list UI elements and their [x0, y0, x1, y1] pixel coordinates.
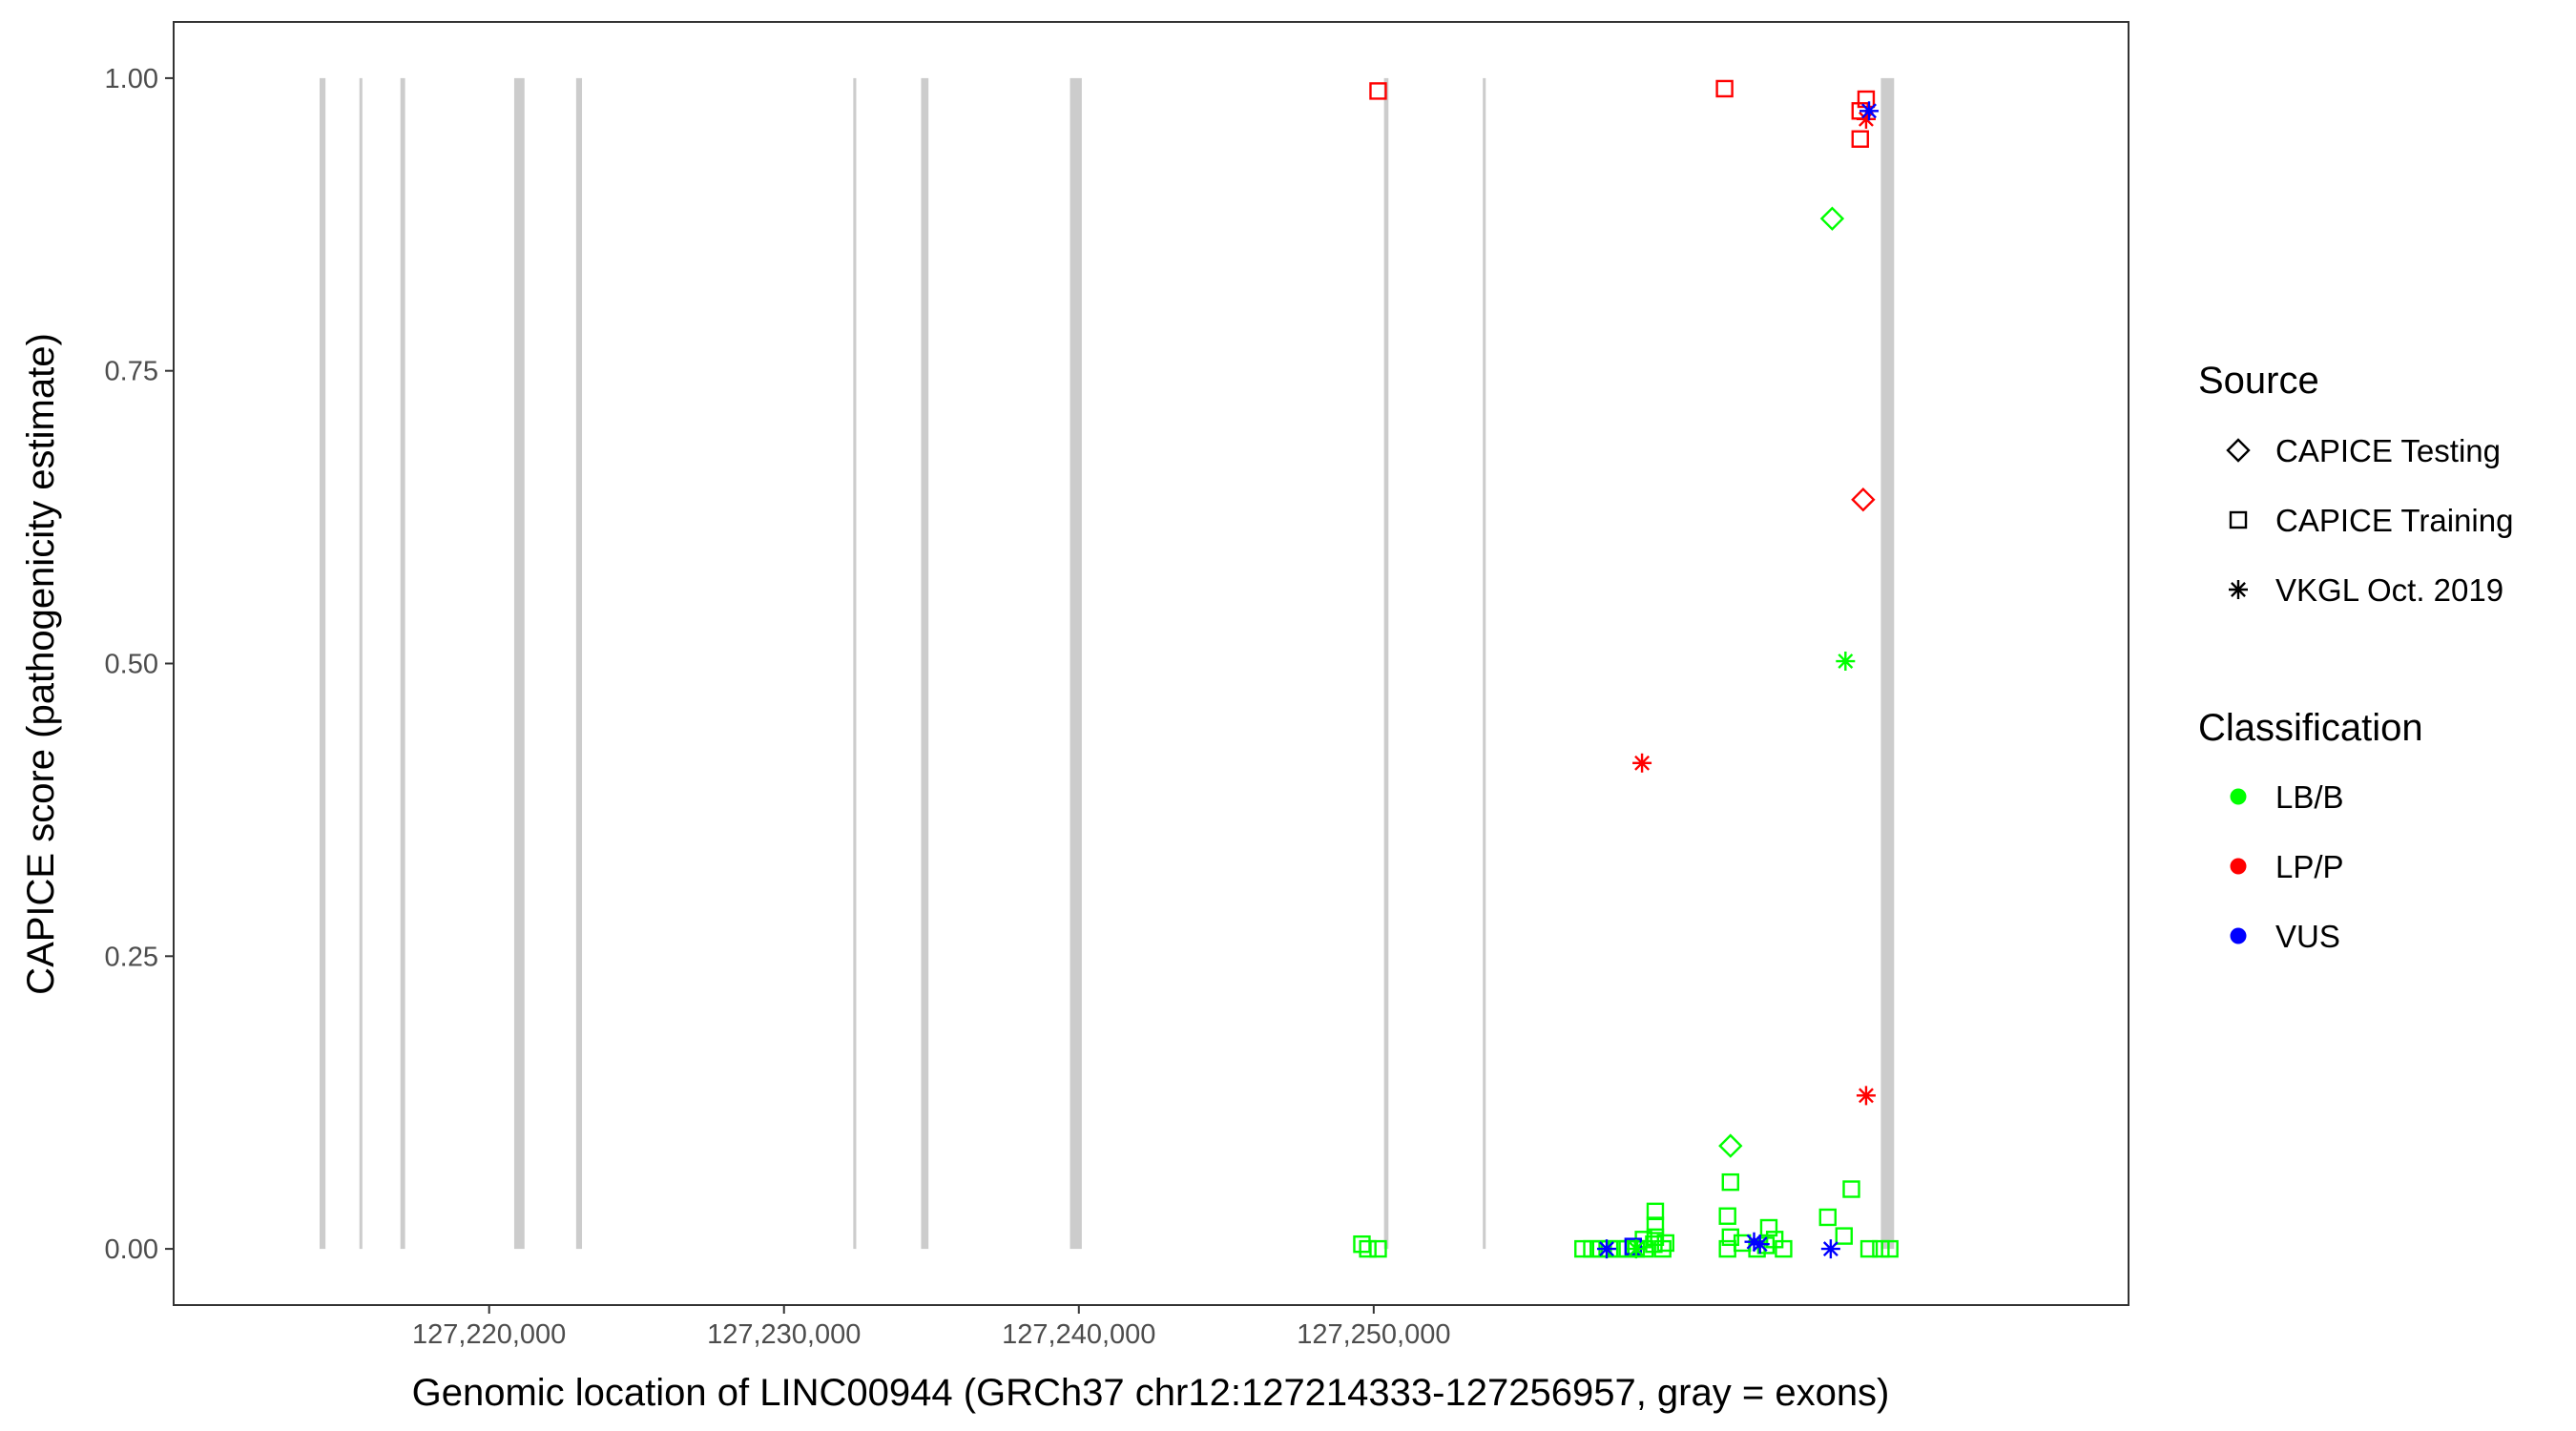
legend-title-classification: Classification: [2198, 707, 2423, 749]
y-axis-title: CAPICE score (pathogenicity estimate): [20, 333, 62, 995]
x-tick-label: 127,240,000: [1002, 1319, 1155, 1350]
exon-band: [359, 77, 363, 1250]
data-point-square: [1624, 1237, 1642, 1255]
legend-class-label: LP/P: [2275, 849, 2344, 884]
legend-source-label: CAPICE Training: [2275, 503, 2513, 538]
exon-band: [921, 77, 929, 1250]
legend-key-dot: [2230, 858, 2247, 875]
data-point-square: [1818, 1208, 1837, 1227]
data-point-diamond: [1819, 206, 1845, 231]
y-tick-label: 1.00: [105, 64, 158, 94]
legend-key-square: [2229, 510, 2248, 529]
y-tick-label: 0.50: [105, 650, 158, 680]
exon-band: [1070, 77, 1082, 1250]
data-point-square: [1574, 1239, 1592, 1258]
legend-source-label: CAPICE Testing: [2275, 433, 2501, 468]
axes: 0.00 0.25 0.50 0.75 1.00 127,220,000 127,230,0…: [105, 64, 1451, 1350]
legend-title-source: Source: [2198, 360, 2319, 402]
data-point-asterisk: [1859, 101, 1880, 121]
data-point-square: [1656, 1234, 1674, 1253]
data-point-square: [1369, 82, 1387, 100]
exon-band: [1383, 77, 1389, 1250]
data-point-square: [1759, 1218, 1778, 1237]
x-tick-label: 127,230,000: [707, 1319, 861, 1350]
exon-band: [575, 77, 583, 1250]
data-point-diamond: [1851, 487, 1876, 512]
legend-source-label: VKGL Oct. 2019: [2275, 572, 2503, 608]
data-point-asterisk: [1820, 1239, 1840, 1259]
data-point-asterisk: [1836, 652, 1856, 672]
legend-key-dot: [2230, 788, 2247, 805]
data-point-square: [1842, 1180, 1860, 1198]
y-tick-label: 0.25: [105, 942, 158, 972]
data-point-square: [1851, 130, 1869, 148]
data-point-square: [1646, 1202, 1665, 1221]
exon-band: [1483, 77, 1486, 1250]
data-point-square: [1721, 1172, 1739, 1192]
data-point-asterisk: [1744, 1232, 1764, 1252]
legend-class-label: LB/B: [2275, 779, 2344, 815]
data-point-asterisk: [1626, 1239, 1646, 1259]
x-tick-label: 127,250,000: [1297, 1319, 1450, 1350]
legend-source-items: CAPICE Testing CAPICE Training VKGL Oct. 2…: [2226, 433, 2513, 608]
data-point-square: [1718, 1207, 1736, 1225]
legend-class-label: VUS: [2275, 919, 2340, 954]
legend-key-dot: [2230, 927, 2247, 944]
data-point-square: [1765, 1231, 1784, 1249]
legend-key-asterisk: [2229, 580, 2248, 599]
legend-classification-items: LB/B LP/P VUS: [2230, 779, 2344, 954]
data-point-square: [1775, 1239, 1793, 1258]
legend-key-diamond: [2226, 438, 2251, 463]
data-point-square: [1646, 1216, 1665, 1234]
x-axis-title: Genomic location of LINC00944 (GRCh37 ch…: [412, 1372, 1890, 1414]
y-tick-label: 0.75: [105, 357, 158, 387]
data-point-square: [1715, 79, 1734, 98]
data-point-square: [1359, 1239, 1377, 1258]
exon-bands: [319, 77, 1895, 1250]
data-point-asterisk: [1856, 109, 1876, 129]
x-tick-label: 127,220,000: [412, 1319, 566, 1350]
data-point-square: [1721, 1228, 1739, 1247]
data-point-asterisk: [1596, 1239, 1616, 1259]
data-point-square: [1835, 1227, 1853, 1245]
exon-band: [319, 77, 326, 1250]
data-point-asterisk: [1632, 753, 1652, 773]
y-tick-label: 0.00: [105, 1234, 158, 1265]
data-point-square: [1369, 1239, 1387, 1258]
data-point-asterisk: [1750, 1234, 1770, 1255]
data-point-square: [1880, 1239, 1899, 1258]
exon-band: [513, 77, 525, 1250]
data-point-square: [1646, 1228, 1665, 1247]
exon-band: [1880, 77, 1895, 1250]
exon-band: [400, 77, 405, 1250]
legend: Source CAPICE Testing CAPICE Training VKGL…: [2198, 360, 2513, 954]
data-points: [1353, 79, 1899, 1259]
data-point-asterisk: [1856, 1086, 1876, 1106]
exon-band: [853, 77, 857, 1250]
data-point-diamond: [1718, 1133, 1743, 1158]
data-point-square: [1859, 1239, 1879, 1258]
data-point-square: [1872, 1239, 1890, 1258]
